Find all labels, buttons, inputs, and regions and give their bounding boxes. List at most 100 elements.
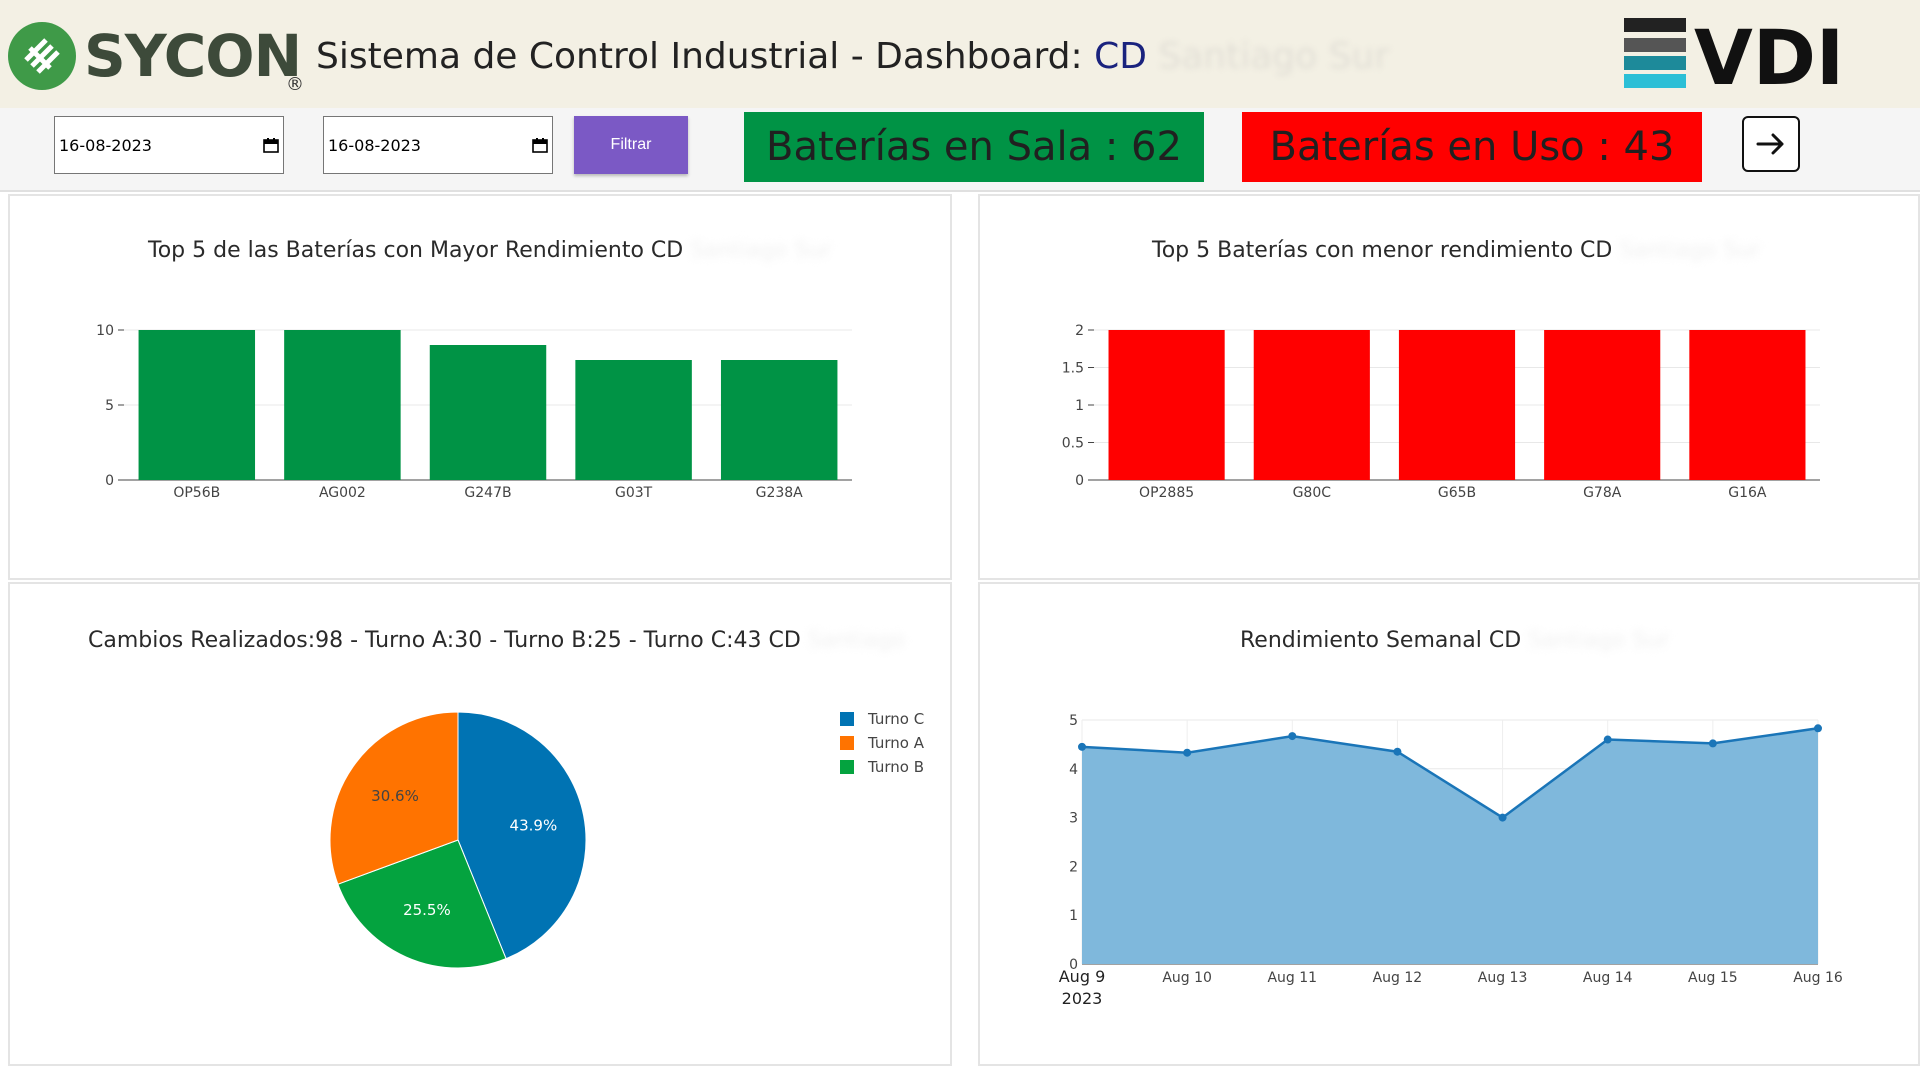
y-tick-label: 2 (1075, 323, 1084, 339)
weekly-performance-area-chart: 0 1 2 3 4 5 Aug 9 Aug 10 Aug 11 Aug 12 Aug 13 Aug 1… (1059, 713, 1843, 1008)
y-tick-label: 1.5 (1062, 361, 1084, 377)
data-point[interactable] (1393, 747, 1402, 756)
calendar-icon[interactable] (263, 137, 279, 153)
bottom-batteries-chart: 0 0.5 1 1.5 2 OP2885 G80C G65B G78A G16A (1062, 323, 1820, 501)
y-tick-label: 3 (1069, 811, 1078, 827)
bar[interactable] (1398, 330, 1516, 480)
bar[interactable] (1689, 330, 1806, 480)
bar[interactable] (429, 345, 547, 480)
bar[interactable] (720, 360, 838, 480)
pie-slice[interactable] (337, 839, 507, 969)
legend-swatch[interactable] (840, 712, 854, 726)
exit-button[interactable] (1742, 116, 1800, 172)
x-tick-label: G238A (756, 485, 804, 501)
registered-mark: ® (286, 74, 304, 95)
x-tick-label: Aug 9 (1059, 967, 1106, 986)
sycon-logo-icon (8, 22, 76, 90)
x-tick-label: G65B (1438, 485, 1476, 501)
y-tick-label: 0 (1075, 473, 1084, 489)
bar[interactable] (1108, 330, 1225, 480)
data-point[interactable] (1814, 724, 1822, 733)
x-tick-label: Aug 13 (1478, 970, 1528, 986)
weekly-performance-title-rest: Santiago Sur (1528, 628, 1670, 653)
vdi-logo: VDI (1624, 16, 1844, 90)
data-point[interactable] (1183, 748, 1192, 757)
bottom-batteries-title-rest: Santiago Sur (1619, 238, 1761, 263)
weekly-performance-title: Rendimiento Semanal CD Santiago Sur (1240, 628, 1669, 653)
x-tick-label: Aug 11 (1267, 970, 1317, 986)
y-tick-label: 4 (1069, 762, 1078, 778)
brand-name: SYCON (84, 22, 302, 90)
x-tick-label: Aug 16 (1793, 970, 1843, 986)
bar[interactable] (284, 330, 401, 480)
data-point[interactable] (1603, 735, 1612, 744)
area-fill (1082, 728, 1818, 964)
data-point[interactable] (1078, 742, 1086, 751)
title-location: CD (1094, 36, 1147, 77)
x-tick-label: G80C (1293, 485, 1332, 501)
shift-changes-title-rest: Santiago (807, 628, 905, 653)
date-from-input[interactable]: 16-08-2023 (54, 116, 284, 174)
x-tick-label: Aug 15 (1688, 970, 1738, 986)
top-batteries-panel: Top 5 de las Baterías con Mayor Rendimie… (8, 194, 952, 580)
date-to-value: 16-08-2023 (328, 135, 421, 155)
title-location-rest: Santiago Sur (1158, 36, 1390, 77)
data-point[interactable] (1498, 813, 1507, 822)
batteries-in-use-badge: Baterías en Uso : 43 (1242, 112, 1702, 182)
x-tick-label: G78A (1583, 485, 1622, 501)
x-tick-label: OP2885 (1139, 485, 1194, 501)
y-tick-label: 1 (1075, 398, 1084, 414)
data-point[interactable] (1708, 739, 1717, 748)
shift-changes-title: Cambios Realizados:98 - Turno A:30 - Tur… (88, 628, 905, 653)
y-tick-label: 0 (1069, 957, 1078, 973)
top-batteries-title: Top 5 de las Baterías con Mayor Rendimie… (148, 238, 831, 263)
data-point[interactable] (1288, 732, 1297, 741)
x-tick-label: Aug 12 (1373, 970, 1423, 986)
x-tick-label: AG002 (319, 485, 366, 501)
y-tick-label: 2 (1069, 859, 1078, 875)
title-prefix: Sistema de Control Industrial - Dashboar… (316, 36, 1095, 77)
series-line (1081, 727, 1819, 820)
legend-label[interactable]: Turno C (867, 710, 924, 728)
filter-button[interactable]: Filtrar (574, 116, 688, 174)
vdi-logo-text: VDI (1694, 16, 1844, 90)
arrow-right-icon (1756, 133, 1784, 155)
bar[interactable] (1253, 330, 1370, 480)
bar[interactable] (1544, 330, 1661, 480)
pie-slice[interactable] (329, 711, 459, 885)
batteries-in-room-badge: Baterías en Sala : 62 (744, 112, 1204, 182)
shift-changes-title-text: Cambios Realizados:98 - Turno A:30 - Tur… (88, 628, 801, 653)
legend-label[interactable]: Turno A (867, 734, 925, 752)
pie-slice-label: 25.5% (403, 901, 451, 919)
legend-label[interactable]: Turno B (867, 758, 924, 776)
y-tick-label: 0 (105, 473, 114, 489)
weekly-performance-title-text: Rendimiento Semanal CD (1240, 628, 1522, 653)
y-tick-label: 5 (105, 398, 114, 414)
date-from-value: 16-08-2023 (59, 135, 152, 155)
bar[interactable] (575, 360, 692, 480)
bottom-batteries-panel: Top 5 Baterías con menor rendimiento CD … (978, 194, 1920, 580)
y-tick-label: 5 (1069, 713, 1078, 729)
x-year-label: 2023 (1062, 989, 1103, 1008)
app-header: SYCON ® Sistema de Control Industrial - … (0, 0, 1920, 108)
legend-swatch[interactable] (840, 760, 854, 774)
x-tick-label: Aug 10 (1162, 970, 1212, 986)
calendar-icon[interactable] (532, 137, 548, 153)
x-tick-label: OP56B (173, 485, 220, 501)
x-tick-label: G247B (464, 485, 511, 501)
pie-slice[interactable] (457, 711, 587, 960)
x-tick-label: Aug 14 (1583, 970, 1633, 986)
page-title: Sistema de Control Industrial - Dashboar… (316, 36, 1389, 77)
bottom-batteries-title: Top 5 Baterías con menor rendimiento CD … (1152, 238, 1760, 263)
x-tick-label: G03T (615, 485, 653, 501)
date-to-input[interactable]: 16-08-2023 (323, 116, 553, 174)
top-batteries-chart: 0 5 10 OP56B AG002 G247B G03T G238A (96, 323, 852, 501)
pie-slice-label: 30.6% (371, 787, 419, 805)
weekly-performance-panel: Rendimiento Semanal CD Santiago Sur 0 1 2 3… (978, 582, 1920, 1066)
bottom-batteries-title-text: Top 5 Baterías con menor rendimiento CD (1152, 238, 1613, 263)
legend-swatch[interactable] (840, 736, 854, 750)
shift-changes-panel: Cambios Realizados:98 - Turno A:30 - Tur… (8, 582, 952, 1066)
bar[interactable] (138, 330, 256, 480)
shift-changes-pie-chart: 43.9% 25.5% 30.6% Turno C Turno A Turno B (329, 710, 925, 969)
y-tick-label: 1 (1069, 908, 1078, 924)
